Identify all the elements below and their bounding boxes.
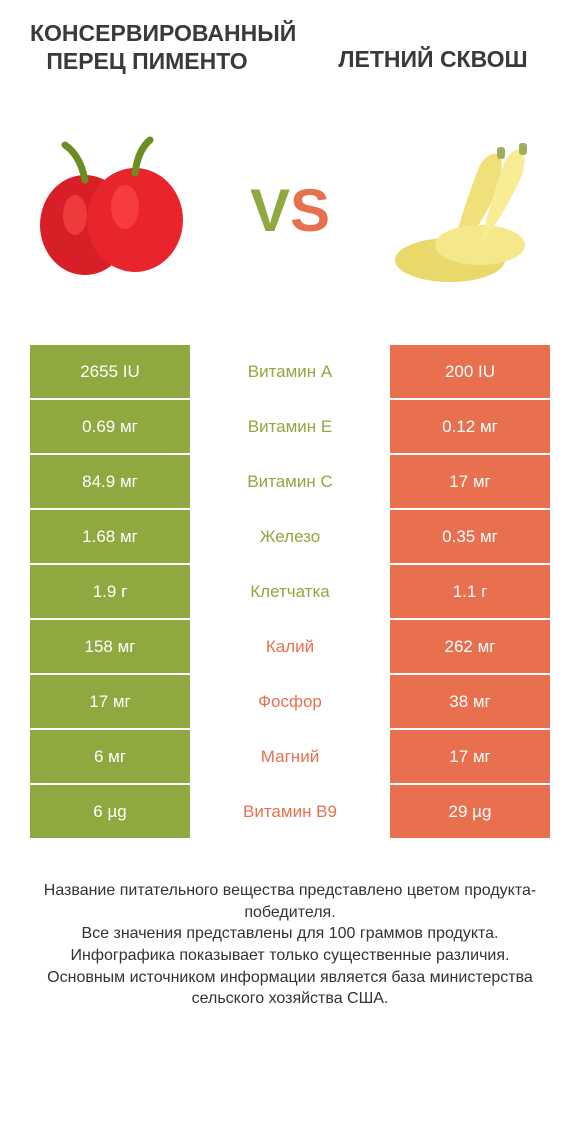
table-row: 6 µgВитамин B929 µg: [30, 785, 550, 840]
footer-line: Все значения представлены для 100 граммо…: [25, 923, 555, 945]
nutrient-label: Клетчатка: [190, 565, 390, 618]
right-food-image: [380, 125, 550, 295]
nutrient-right-value: 0.35 мг: [390, 510, 550, 563]
footer-note: Название питательного вещества представл…: [0, 840, 580, 1010]
table-row: 1.68 мгЖелезо0.35 мг: [30, 510, 550, 565]
nutrient-left-value: 6 мг: [30, 730, 190, 783]
footer-line: Инфографика показывает только существенн…: [25, 945, 555, 967]
images-row: V S: [0, 85, 580, 345]
nutrient-left-value: 84.9 мг: [30, 455, 190, 508]
vs-v: V: [250, 176, 290, 245]
nutrient-left-value: 6 µg: [30, 785, 190, 838]
nutrient-left-value: 158 мг: [30, 620, 190, 673]
left-food-title: КОНСЕРВИРОВАННЫЙ ПЕРЕЦ ПИМЕНТО: [30, 20, 264, 75]
nutrient-label: Витамин A: [190, 345, 390, 398]
nutrient-left-value: 0.69 мг: [30, 400, 190, 453]
table-row: 1.9 гКлетчатка1.1 г: [30, 565, 550, 620]
nutrient-table: 2655 IUВитамин A200 IU0.69 мгВитамин E0.…: [30, 345, 550, 840]
nutrient-label: Фосфор: [190, 675, 390, 728]
right-food-title: ЛЕТНИЙ СКВОШ: [316, 20, 550, 75]
nutrient-label: Витамин C: [190, 455, 390, 508]
nutrient-left-value: 2655 IU: [30, 345, 190, 398]
nutrient-right-value: 1.1 г: [390, 565, 550, 618]
nutrient-label: Магний: [190, 730, 390, 783]
nutrient-right-value: 17 мг: [390, 455, 550, 508]
table-row: 0.69 мгВитамин E0.12 мг: [30, 400, 550, 455]
table-row: 6 мгМагний17 мг: [30, 730, 550, 785]
vs-s: S: [290, 176, 330, 245]
nutrient-label: Железо: [190, 510, 390, 563]
nutrient-label: Витамин B9: [190, 785, 390, 838]
nutrient-left-value: 17 мг: [30, 675, 190, 728]
nutrient-right-value: 200 IU: [390, 345, 550, 398]
table-row: 158 мгКалий262 мг: [30, 620, 550, 675]
header: КОНСЕРВИРОВАННЫЙ ПЕРЕЦ ПИМЕНТО ЛЕТНИЙ СК…: [0, 0, 580, 85]
nutrient-right-value: 0.12 мг: [390, 400, 550, 453]
footer-line: Основным источником информации является …: [25, 967, 555, 1010]
nutrient-right-value: 17 мг: [390, 730, 550, 783]
nutrient-label: Калий: [190, 620, 390, 673]
vs-label: V S: [250, 176, 330, 245]
table-row: 17 мгФосфор38 мг: [30, 675, 550, 730]
footer-line: Название питательного вещества представл…: [25, 880, 555, 923]
nutrient-right-value: 38 мг: [390, 675, 550, 728]
table-row: 2655 IUВитамин A200 IU: [30, 345, 550, 400]
table-row: 84.9 мгВитамин C17 мг: [30, 455, 550, 510]
left-food-image: [30, 125, 200, 295]
nutrient-left-value: 1.68 мг: [30, 510, 190, 563]
nutrient-right-value: 262 мг: [390, 620, 550, 673]
nutrient-left-value: 1.9 г: [30, 565, 190, 618]
nutrient-right-value: 29 µg: [390, 785, 550, 838]
nutrient-label: Витамин E: [190, 400, 390, 453]
